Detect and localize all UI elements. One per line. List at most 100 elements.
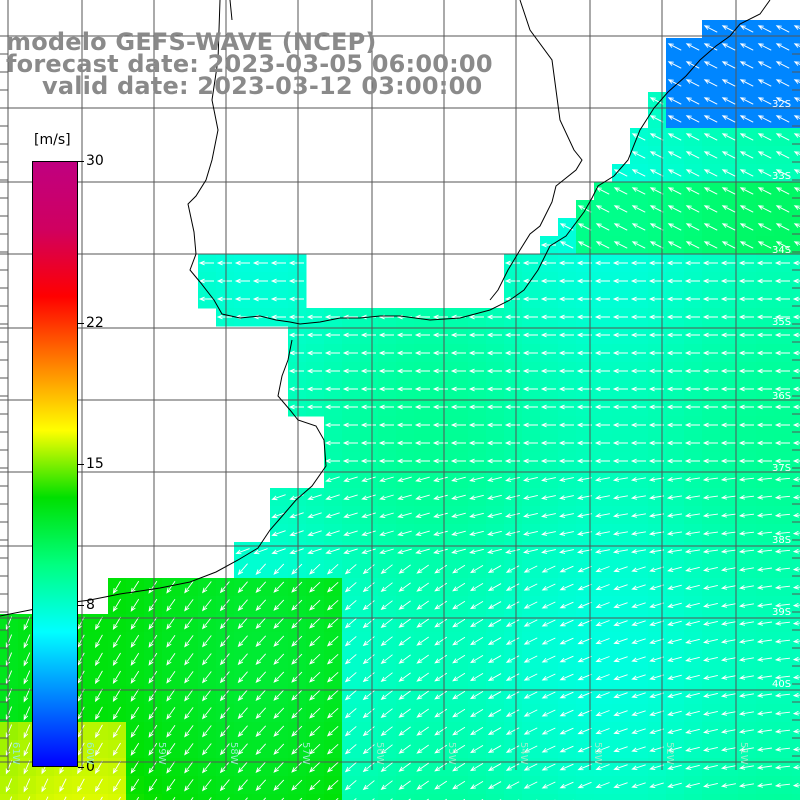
wind-arrow bbox=[738, 476, 755, 482]
wind-arrow bbox=[612, 495, 628, 500]
wind-arrow bbox=[309, 599, 321, 611]
wind-arrow bbox=[612, 458, 628, 464]
wind-arrow bbox=[793, 151, 800, 156]
wind-arrow bbox=[325, 530, 340, 537]
wind-arrow bbox=[721, 151, 736, 159]
wind-arrow bbox=[649, 97, 664, 105]
wind-arrow bbox=[559, 673, 574, 681]
wind-arrow bbox=[703, 621, 718, 626]
wind-arrow bbox=[324, 422, 340, 428]
wind-arrow bbox=[469, 512, 484, 518]
wind-arrow bbox=[432, 314, 448, 320]
wind-arrow bbox=[738, 783, 754, 788]
wind-arrow bbox=[487, 548, 502, 554]
wind-arrow bbox=[649, 169, 664, 177]
wind-arrow bbox=[415, 494, 430, 500]
wind-arrow bbox=[739, 133, 754, 141]
wind-arrow bbox=[540, 458, 556, 464]
wind-arrow bbox=[45, 796, 49, 800]
wind-arrow bbox=[685, 61, 700, 69]
wind-arrow bbox=[184, 707, 194, 720]
wind-arrow bbox=[792, 494, 800, 500]
wind-speed-cell bbox=[378, 794, 397, 800]
wind-arrow bbox=[558, 440, 574, 446]
wind-arrow bbox=[612, 350, 628, 356]
wind-arrow bbox=[288, 296, 304, 302]
wind-arrow bbox=[594, 513, 610, 518]
wind-arrow bbox=[361, 494, 376, 501]
wind-arrow bbox=[94, 652, 103, 667]
wind-arrow bbox=[27, 796, 31, 800]
wind-arrow bbox=[774, 368, 790, 374]
wind-arrow bbox=[434, 564, 448, 574]
wind-arrow bbox=[289, 512, 304, 519]
wind-arrow bbox=[756, 603, 772, 608]
wind-arrow bbox=[720, 765, 736, 770]
wind-arrow bbox=[487, 512, 502, 518]
wind-arrow bbox=[237, 671, 248, 684]
wind-arrow bbox=[613, 187, 628, 195]
wind-arrow bbox=[486, 386, 502, 392]
wind-arrow bbox=[326, 635, 339, 647]
wind-arrow bbox=[667, 674, 682, 680]
longitude-label: 60W bbox=[84, 742, 95, 765]
wind-speed-cell bbox=[144, 794, 163, 800]
wind-arrow bbox=[452, 600, 466, 610]
wind-arrow bbox=[452, 762, 466, 772]
wind-arrow bbox=[416, 654, 429, 664]
wind-arrow bbox=[774, 530, 791, 536]
wind-arrow bbox=[577, 655, 592, 663]
wind-arrow bbox=[684, 549, 700, 554]
wind-arrow bbox=[432, 332, 448, 338]
wind-arrow bbox=[720, 675, 736, 680]
colorbar-tick-label: 15 bbox=[86, 456, 104, 472]
wind-arrow bbox=[434, 672, 448, 682]
wind-arrow bbox=[630, 368, 646, 374]
wind-arrow bbox=[541, 727, 556, 735]
wind-arrow bbox=[309, 725, 321, 737]
wind-arrow bbox=[522, 386, 538, 392]
wind-arrow bbox=[469, 709, 484, 718]
wind-arrow bbox=[505, 548, 520, 554]
wind-arrow bbox=[198, 278, 214, 284]
wind-arrow bbox=[757, 223, 772, 231]
wind-arrow bbox=[630, 404, 646, 410]
wind-arrow bbox=[774, 386, 790, 392]
wind-arrow bbox=[201, 617, 212, 630]
wind-arrow bbox=[486, 314, 502, 320]
wind-arrow bbox=[184, 725, 194, 738]
wind-arrow bbox=[130, 778, 140, 792]
wind-arrow bbox=[23, 760, 31, 775]
wind-arrow bbox=[309, 635, 321, 647]
wind-arrow bbox=[685, 205, 700, 213]
wind-arrow bbox=[757, 61, 772, 69]
wind-speed-cell bbox=[360, 794, 379, 800]
longitude-label: 52W bbox=[664, 742, 675, 765]
wind-arrow bbox=[486, 422, 502, 428]
wind-arrow bbox=[273, 599, 285, 611]
wind-arrow bbox=[522, 278, 538, 284]
wind-arrow bbox=[504, 386, 520, 392]
wind-arrow bbox=[738, 422, 754, 428]
wind-arrow bbox=[612, 296, 628, 302]
wind-arrow bbox=[577, 781, 592, 789]
wind-arrow bbox=[434, 618, 448, 628]
wind-arrow bbox=[720, 440, 736, 446]
wind-arrow bbox=[630, 422, 646, 428]
wind-arrow bbox=[450, 350, 466, 356]
wind-arrow bbox=[325, 494, 340, 501]
wind-arrow bbox=[595, 764, 610, 771]
wind-arrow bbox=[342, 332, 358, 338]
wind-arrow bbox=[793, 43, 800, 48]
wind-arrow bbox=[595, 205, 610, 213]
wind-arrow bbox=[342, 440, 358, 446]
wind-arrow bbox=[505, 512, 520, 518]
wind-arrow bbox=[792, 404, 800, 410]
wind-arrow bbox=[234, 296, 250, 302]
wind-arrow bbox=[541, 477, 556, 482]
wind-speed-cell bbox=[108, 794, 127, 800]
wind-arrow bbox=[450, 422, 466, 428]
wind-arrow bbox=[738, 368, 754, 374]
wind-arrow bbox=[702, 422, 718, 428]
wind-arrow bbox=[721, 223, 736, 231]
